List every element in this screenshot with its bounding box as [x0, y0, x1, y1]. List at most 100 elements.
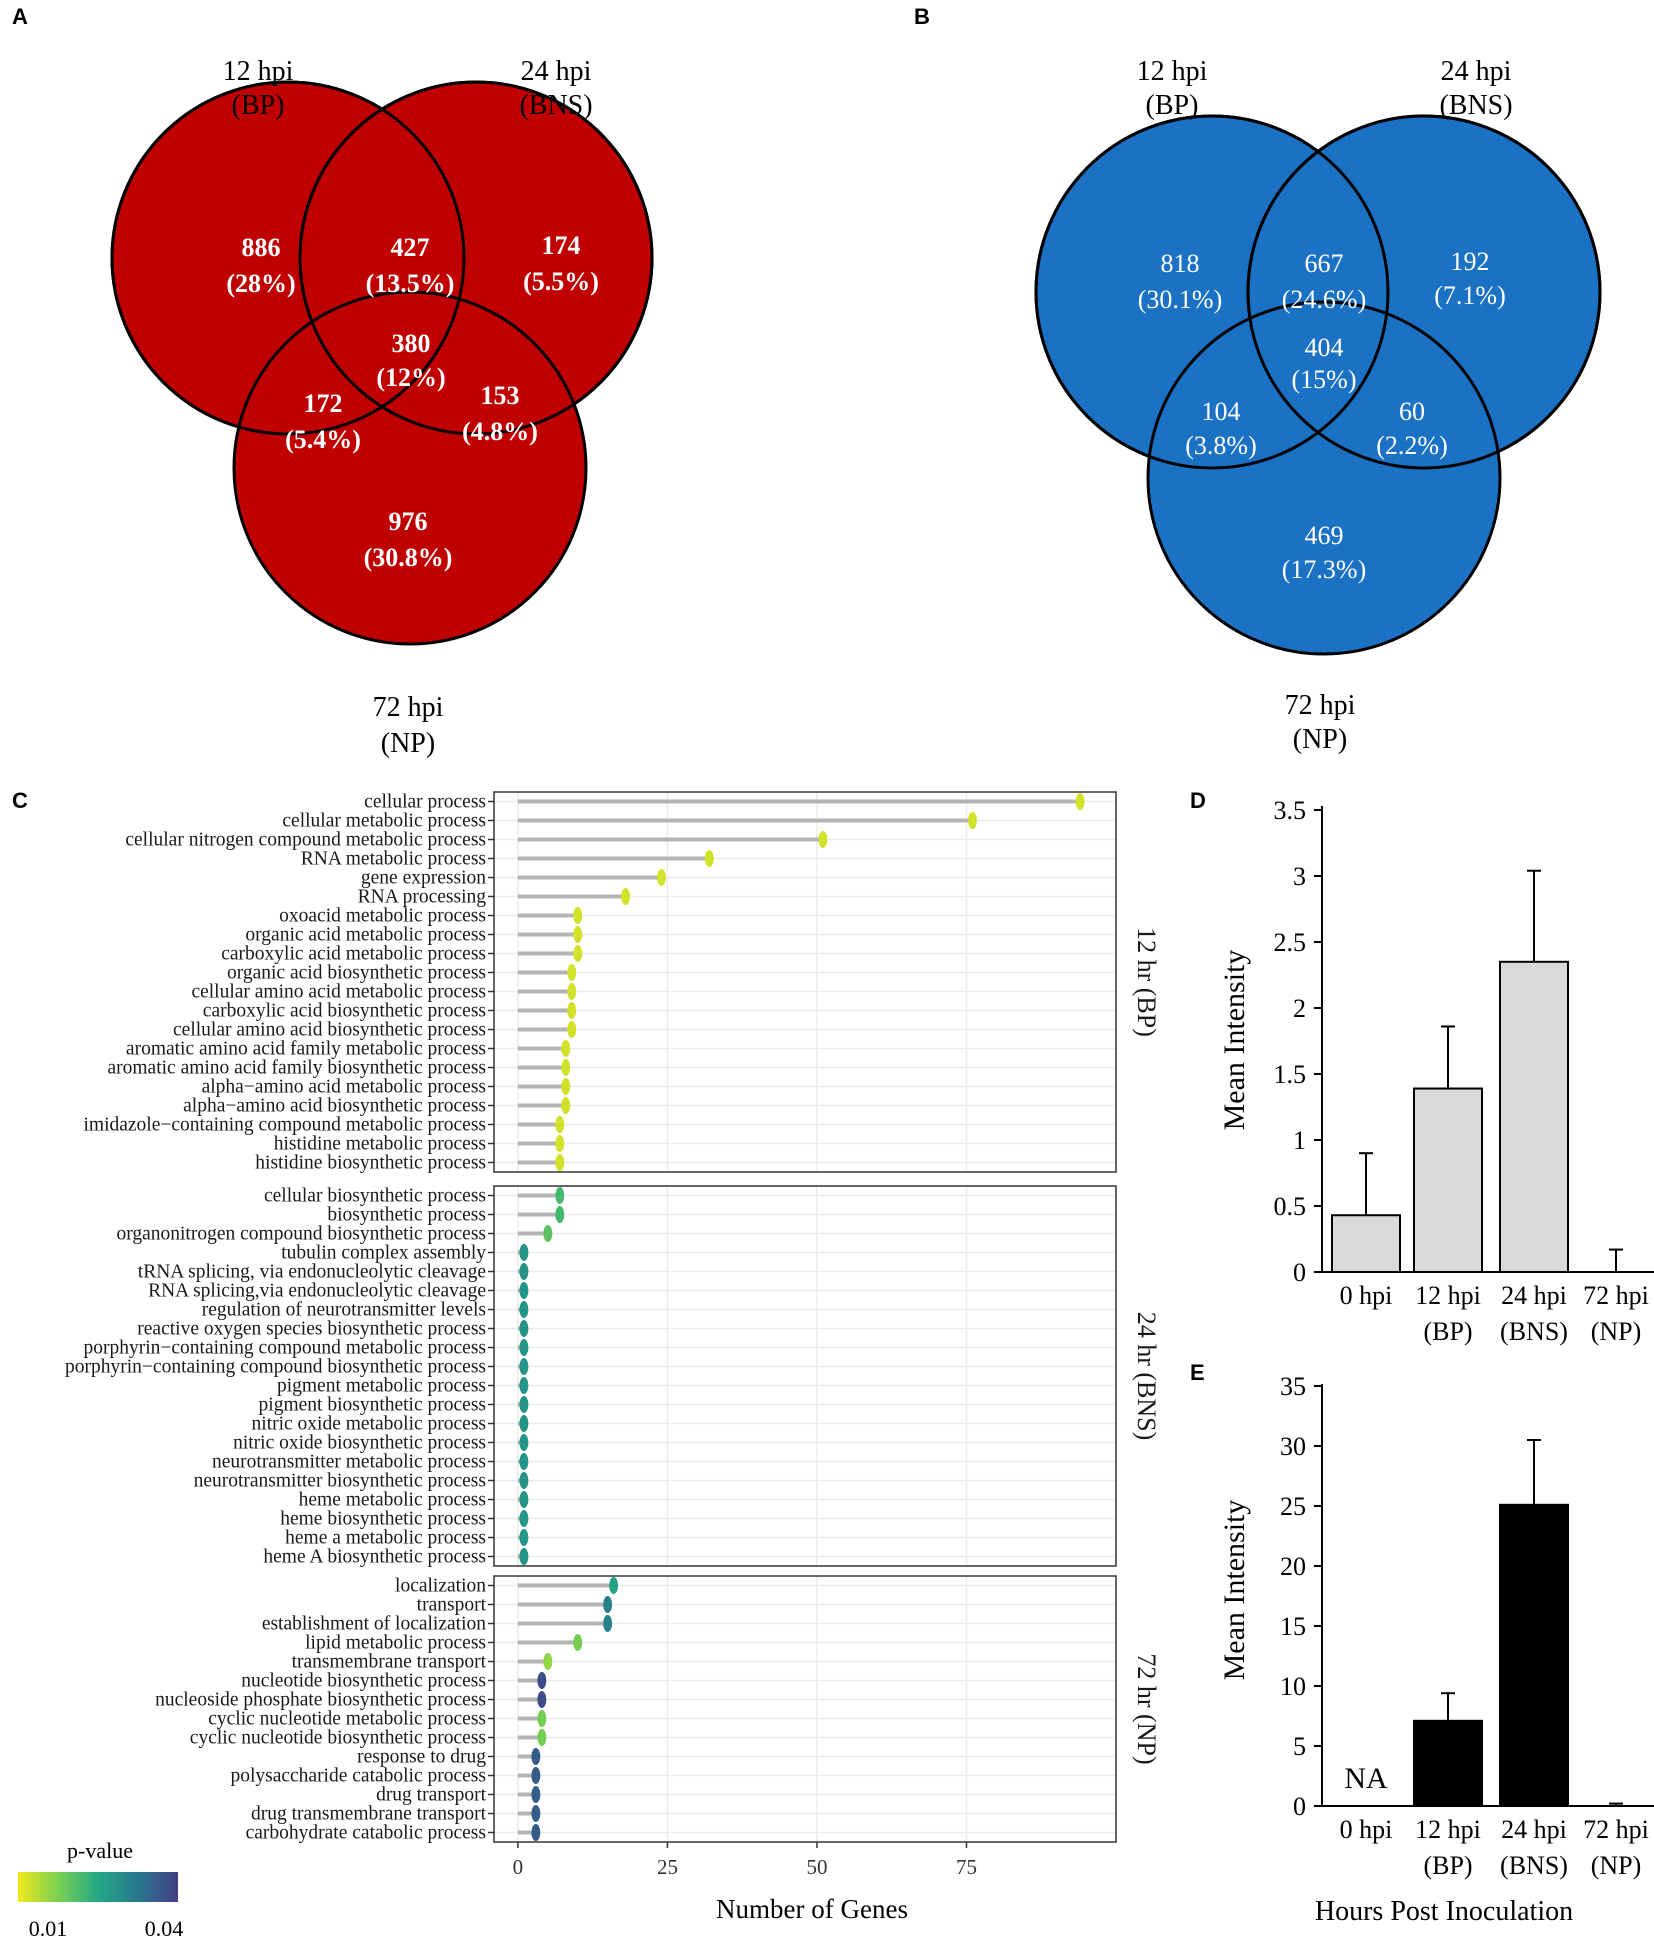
x-tick-label: 24 hpi: [1501, 1815, 1567, 1844]
go-term-label: alpha−amino acid biosynthetic process: [183, 1096, 486, 1117]
go-term-label: cellular process: [364, 792, 486, 813]
venn-a-region-count: 886: [242, 233, 281, 262]
x-tick-sublabel: (NP): [1591, 1851, 1642, 1880]
go-term-label: pigment metabolic process: [277, 1376, 486, 1397]
go-term-label: cellular metabolic process: [282, 811, 486, 832]
go-term-label: nitric oxide metabolic process: [252, 1414, 486, 1435]
go-term-label: histidine biosynthetic process: [255, 1153, 486, 1174]
lollipop-point: [531, 1824, 541, 1841]
venn-a-region-count: 976: [389, 507, 428, 536]
go-term-label: RNA splicing,via endonucleolytic cleavag…: [148, 1281, 486, 1302]
y-tick-label: 1.5: [1274, 1060, 1307, 1089]
go-term-label: establishment of localization: [262, 1614, 486, 1635]
venn-b-outline-24hpi: [1246, 114, 1602, 470]
y-tick-label: 3: [1293, 862, 1306, 891]
lollipop-point: [543, 1653, 553, 1670]
go-term-label: organic acid metabolic process: [245, 925, 486, 946]
venn-b-region-pct: (3.8%): [1185, 431, 1256, 460]
y-tick-label: 0.5: [1274, 1192, 1307, 1221]
chart-e-y-axis-title: Mean Intensity: [1218, 1500, 1251, 1681]
lollipop-point: [519, 1434, 529, 1451]
go-term-label: heme a metabolic process: [285, 1528, 486, 1549]
go-term-label: response to drug: [357, 1747, 486, 1768]
venn-b-region-count: 469: [1305, 521, 1344, 550]
go-term-label: neurotransmitter metabolic process: [212, 1452, 486, 1473]
venn-b-region-count: 192: [1451, 247, 1490, 276]
chart-e-na-annotation: NA: [1344, 1762, 1388, 1795]
go-term-label: heme metabolic process: [299, 1490, 486, 1511]
go-term-label: heme biosynthetic process: [280, 1509, 486, 1530]
venn-b-region-pct: (17.3%): [1282, 555, 1366, 584]
venn-a-region-pct: (12%): [376, 363, 445, 392]
facet-border: [493, 1575, 1117, 1843]
lollipop-point: [519, 1548, 529, 1565]
go-term-label: drug transport: [376, 1785, 487, 1806]
venn-a-region-count: 153: [481, 381, 520, 410]
lollipop-point: [537, 1672, 547, 1689]
venn-a-region-pct: (5.4%): [285, 425, 361, 454]
go-term-label: cellular nitrogen compound metabolic pro…: [125, 830, 486, 851]
lollipop-point: [567, 964, 577, 981]
lollipop-point: [603, 1615, 613, 1632]
lollipop-point: [519, 1320, 529, 1337]
lollipop-point: [609, 1577, 619, 1594]
x-tick-sublabel: (BNS): [1500, 1851, 1568, 1880]
facet-panel: cellular biosynthetic processbiosyntheti…: [65, 1185, 1161, 1568]
go-term-label: imidazole−containing compound metabolic …: [83, 1115, 486, 1136]
y-tick-label: 35: [1280, 1372, 1306, 1401]
bar-chart-e: 0 5 10 15 20 25 30 35 0 hpi 12 hpi (BP) 24 hpi (BNS)…: [1218, 1372, 1654, 1927]
lollipop-point: [519, 1415, 529, 1432]
bar-chart-d: 0 0.5 1 1.5 2 2.5 3 3.5 0 hpi 12 hpi (BP) 24 hpi (BN…: [1218, 796, 1654, 1346]
venn-b-region-pct: (30.1%): [1138, 285, 1222, 314]
lollipop-point: [561, 1059, 571, 1076]
venn-a-region-pct: (28%): [226, 269, 295, 298]
x-tick-label: 12 hpi: [1415, 1815, 1481, 1844]
panel-label-a: A: [12, 4, 28, 29]
panel-label-d: D: [1190, 788, 1206, 813]
facet-strip-label: 12 hr (BP): [1132, 927, 1161, 1037]
go-term-label: regulation of neurotransmitter levels: [202, 1300, 486, 1321]
venn-a-set-sub-24hpi: (BNS): [519, 90, 592, 121]
lollipop-point: [531, 1767, 541, 1784]
bar: [1413, 1087, 1483, 1274]
lollipop-point: [519, 1396, 529, 1413]
go-term-label: neurotransmitter biosynthetic process: [194, 1471, 486, 1492]
y-tick-label: 1: [1293, 1126, 1306, 1155]
lollipop-point: [537, 1729, 547, 1746]
x-tick-sublabel: (BP): [1423, 1851, 1472, 1880]
venn-a-region-pct: (4.8%): [462, 417, 538, 446]
lollipop-point: [567, 983, 577, 1000]
venn-a-set-sub-12hpi: (BP): [232, 90, 285, 121]
x-tick-label: 75: [956, 1855, 977, 1879]
lollipop-point: [573, 945, 583, 962]
go-term-label: localization: [395, 1576, 486, 1597]
bar: [1331, 1214, 1401, 1273]
lollipop-point: [561, 1097, 571, 1114]
go-term-label: oxoacid metabolic process: [279, 906, 486, 927]
x-tick-label: 24 hpi: [1501, 1281, 1567, 1310]
venn-b-region-pct: (24.6%): [1282, 285, 1366, 314]
go-term-label: lipid metabolic process: [305, 1633, 486, 1654]
lollipop-point: [537, 1691, 547, 1708]
venn-a-outline-12hpi: [110, 80, 466, 436]
legend-title: p-value: [67, 1838, 133, 1863]
go-term-label: carbohydrate catabolic process: [246, 1823, 486, 1844]
lollipop-point: [1075, 793, 1085, 810]
venn-b-set-sub-24hpi: (BNS): [1439, 90, 1512, 121]
venn-a-set-sub-72hpi: (NP): [381, 728, 435, 759]
go-term-label: biosynthetic process: [327, 1205, 486, 1226]
y-tick-label: 25: [1280, 1492, 1306, 1521]
go-term-label: cellular amino acid biosynthetic process: [173, 1020, 486, 1041]
y-tick-label: 0: [1293, 1258, 1306, 1287]
venn-a-region-count: 174: [542, 231, 581, 260]
y-tick-label: 2.5: [1274, 928, 1307, 957]
panel-label-e: E: [1190, 1360, 1205, 1385]
y-tick-label: 20: [1280, 1552, 1306, 1581]
go-term-label: heme A biosynthetic process: [263, 1547, 486, 1568]
go-term-label: aromatic amino acid family metabolic pro…: [126, 1039, 486, 1060]
venn-b-region-count: 404: [1305, 333, 1344, 362]
lollipop-point: [573, 1634, 583, 1651]
venn-b-region-count: 818: [1161, 249, 1200, 278]
legend-min-label: 0.01: [29, 1916, 68, 1941]
